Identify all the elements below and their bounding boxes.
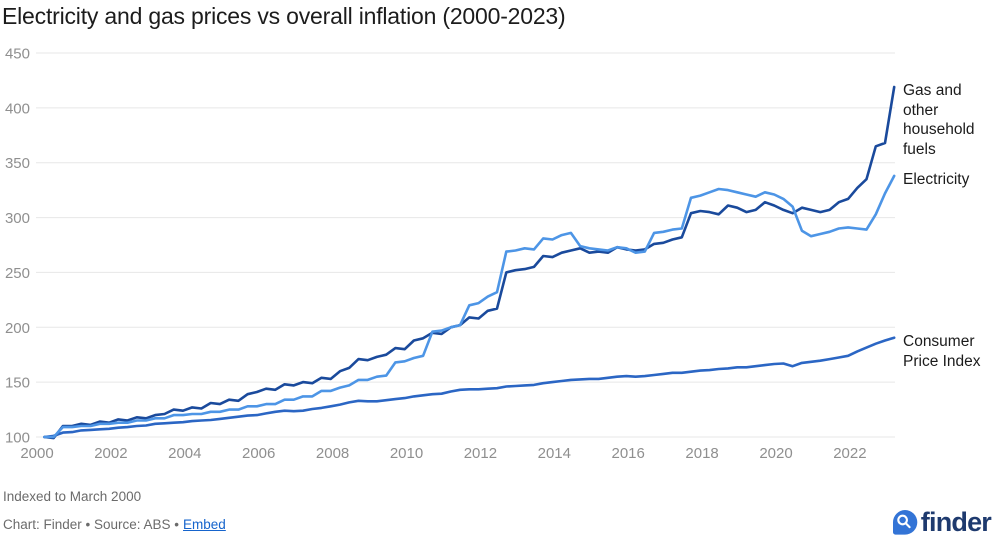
chart-title: Electricity and gas prices vs overall in… [2,3,566,29]
x-tick-label: 2014 [538,445,571,462]
x-tick-label: 2006 [242,445,275,462]
series-line-2 [43,336,896,439]
x-tick-label: 2016 [612,445,645,462]
magnifier-drop-icon [892,510,918,535]
line-chart: 100 150 200 250 300 350 400 450 2000 2002 2004 2006… [5,46,896,462]
finder-logo[interactable]: finder [891,507,992,537]
finder-wordmark: finder [920,507,992,537]
credit-line: Chart: Finder • Source: ABS • Embed [3,517,226,532]
embed-link[interactable]: Embed [183,517,226,532]
x-tick-label: 2004 [168,445,201,462]
series-line-1 [43,174,896,439]
x-tick-label: 2022 [833,445,866,462]
y-tick-label: 250 [5,265,30,282]
x-tick-label: 2002 [94,445,127,462]
y-tick-label: 100 [5,430,30,447]
x-tick-label: 2020 [759,445,792,462]
chart-area: 100 150 200 250 300 350 400 450 2000 2002 2004 2006… [0,40,1000,472]
x-tick-label: 2012 [464,445,497,462]
credit-text: Chart: Finder • Source: ABS • [3,517,180,532]
y-tick-label: 450 [5,46,30,63]
y-tick-label: 400 [5,100,30,117]
index-note: Indexed to March 2000 [3,489,142,504]
y-tick-label: 300 [5,210,30,227]
y-tick-label: 350 [5,155,30,172]
series-label-electricity: Electricity [903,171,970,188]
y-tick-label: 200 [5,320,30,337]
series-line-0 [43,85,896,440]
x-tick-label: 2018 [685,445,718,462]
series-label-gas: Gas and other household fuels [903,82,975,158]
y-tick-label: 150 [5,375,30,392]
series-label-cpi: Consumer Price Index [903,333,981,370]
x-tick-label: 2010 [390,445,423,462]
x-tick-label: 2008 [316,445,349,462]
x-tick-label: 2000 [20,445,53,462]
